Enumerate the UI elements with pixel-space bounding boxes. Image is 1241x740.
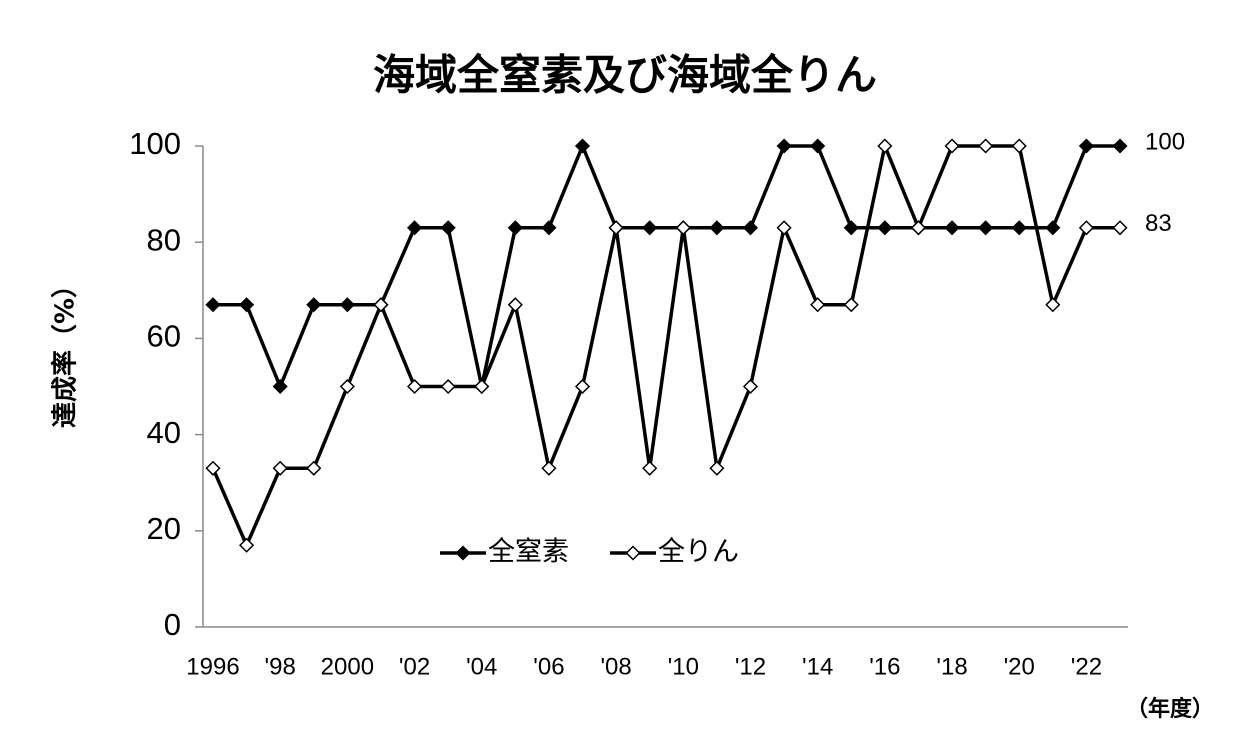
point-marker (843, 220, 859, 236)
point-marker (339, 378, 355, 395)
x-tick-label: '22 (1071, 653, 1102, 680)
x-tick-label: 1996 (186, 653, 239, 680)
point-marker (910, 220, 927, 236)
x-tick-label: '20 (1004, 653, 1035, 680)
point-marker (239, 297, 255, 313)
point-marker (978, 138, 994, 154)
point-marker (474, 378, 490, 395)
point-marker (810, 138, 826, 154)
legend-marker (625, 545, 641, 561)
point-marker (507, 220, 523, 236)
point-marker (776, 220, 792, 236)
point-marker (709, 460, 725, 476)
point-marker (944, 138, 960, 154)
point-marker (272, 460, 288, 476)
point-marker (373, 297, 389, 313)
point-marker (272, 378, 288, 395)
x-tick-label: '04 (466, 653, 497, 680)
point-marker (642, 460, 658, 476)
point-marker (1011, 138, 1027, 154)
point-marker (709, 220, 725, 236)
point-marker (541, 220, 557, 236)
point-marker (574, 378, 591, 395)
data-label: 100 (1145, 128, 1185, 155)
point-marker (306, 460, 322, 476)
point-marker (1112, 138, 1128, 154)
x-tick-label: '10 (668, 653, 699, 680)
series-line (211, 140, 1120, 550)
x-tick-label: '14 (802, 653, 833, 680)
x-tick-label: '08 (600, 653, 631, 680)
point-marker (507, 297, 523, 313)
x-tick-label: '02 (399, 653, 430, 680)
point-marker (1078, 220, 1094, 236)
point-marker (541, 460, 557, 476)
point-marker (306, 297, 322, 313)
y-tick-label: 60 (147, 319, 181, 354)
point-marker (339, 297, 355, 313)
chart-title: 海域全窒素及び海域全りん (373, 51, 877, 100)
y-tick-label: 0 (164, 607, 181, 642)
point-marker (1112, 220, 1128, 236)
x-tick-label: '16 (869, 653, 900, 680)
point-marker (440, 378, 456, 395)
point-marker (810, 297, 826, 313)
point-marker (608, 220, 624, 236)
point-marker (205, 297, 221, 313)
data-label: 83 (1145, 210, 1172, 237)
point-marker (1011, 220, 1027, 236)
point-marker (205, 460, 221, 476)
y-axis-label: 達成率（%） (50, 272, 81, 428)
point-marker (1045, 220, 1061, 236)
point-marker (406, 220, 423, 236)
x-tick-label: '12 (735, 653, 766, 680)
y-tick-label: 80 (147, 222, 181, 257)
point-marker (877, 220, 893, 236)
point-marker (642, 220, 658, 236)
point-marker (877, 138, 893, 154)
point-marker (440, 220, 456, 236)
x-tick-label: 2000 (321, 653, 374, 680)
point-marker (239, 537, 255, 553)
point-marker (978, 220, 994, 236)
legend-label: 全りん (658, 537, 739, 568)
y-tick-label: 20 (147, 511, 181, 546)
point-marker (1078, 138, 1094, 154)
x-tick-label: '98 (265, 653, 296, 680)
x-tick-label: '06 (533, 653, 564, 680)
point-marker (1045, 297, 1061, 313)
legend-label: 全窒素 (488, 537, 569, 568)
point-marker (675, 220, 691, 236)
point-marker (742, 220, 759, 236)
x-axis-label: （年度） (1126, 696, 1214, 722)
point-marker (574, 138, 591, 154)
y-tick-label: 100 (129, 126, 181, 161)
point-marker (843, 297, 859, 313)
legend-marker (455, 545, 471, 561)
point-marker (742, 378, 759, 395)
point-marker (406, 378, 423, 395)
point-marker (776, 138, 792, 154)
x-tick-label: '18 (936, 653, 967, 680)
point-marker (944, 220, 960, 236)
series-line (213, 141, 1120, 392)
y-tick-label: 40 (147, 415, 181, 450)
